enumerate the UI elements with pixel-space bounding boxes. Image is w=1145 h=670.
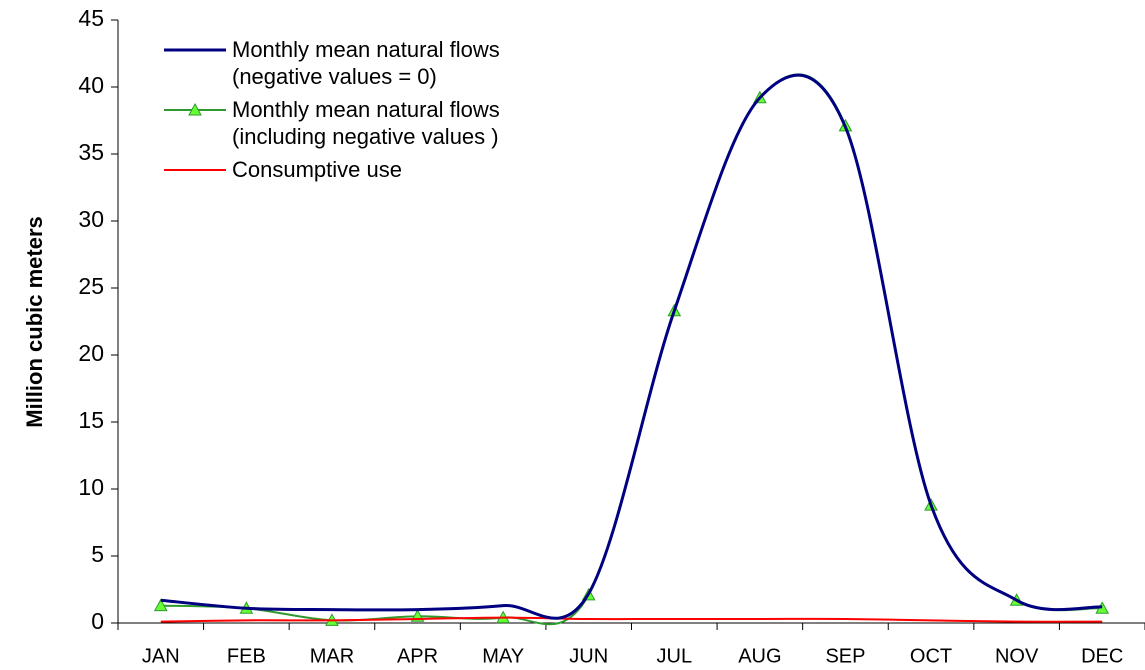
x-tick-label: OCT xyxy=(910,645,952,667)
data-marker xyxy=(153,598,168,612)
x-tick-label: FEB xyxy=(227,645,266,667)
x-tick-label: DEC xyxy=(1081,645,1123,667)
legend-label: Monthly mean natural flows (negative val… xyxy=(232,37,500,89)
series-line xyxy=(160,73,1103,620)
y-tick-label: 0 xyxy=(91,608,104,634)
x-tick-label: APR xyxy=(397,645,438,667)
x-tick-label: MAY xyxy=(482,645,524,667)
y-tick-label: 20 xyxy=(78,340,104,366)
legend-entry: Consumptive use xyxy=(160,156,500,183)
x-tick-label: SEP xyxy=(825,645,865,667)
y-tick-label: 40 xyxy=(78,72,104,98)
legend-label: Consumptive use xyxy=(232,157,402,182)
y-tick-label: 10 xyxy=(78,474,104,500)
x-tick-label: JAN xyxy=(142,645,180,667)
y-axis-title: Million cubic meters xyxy=(22,216,47,428)
legend-swatch xyxy=(164,169,226,171)
x-tick-label: NOV xyxy=(995,645,1039,667)
y-tick-label: 5 xyxy=(91,541,104,567)
legend-marker xyxy=(188,102,202,116)
x-tick-label: JUL xyxy=(657,645,693,667)
y-tick-label: 35 xyxy=(78,139,104,165)
x-tick-label: AUG xyxy=(738,645,781,667)
series-line xyxy=(160,616,1103,623)
x-tick-label: MAR xyxy=(310,645,354,667)
legend: Monthly mean natural flows (negative val… xyxy=(160,36,500,189)
x-tick-label: JUN xyxy=(569,645,608,667)
legend-label: Monthly mean natural flows (including ne… xyxy=(232,97,500,149)
y-tick-label: 25 xyxy=(78,273,104,299)
legend-entry: Monthly mean natural flows (negative val… xyxy=(160,36,500,90)
y-tick-label: 30 xyxy=(78,206,104,232)
y-tick-label: 45 xyxy=(78,5,104,31)
y-tick-label: 15 xyxy=(78,407,104,433)
legend-entry: Monthly mean natural flows (including ne… xyxy=(160,96,500,150)
legend-swatch xyxy=(164,102,226,116)
legend-swatch xyxy=(164,48,226,52)
